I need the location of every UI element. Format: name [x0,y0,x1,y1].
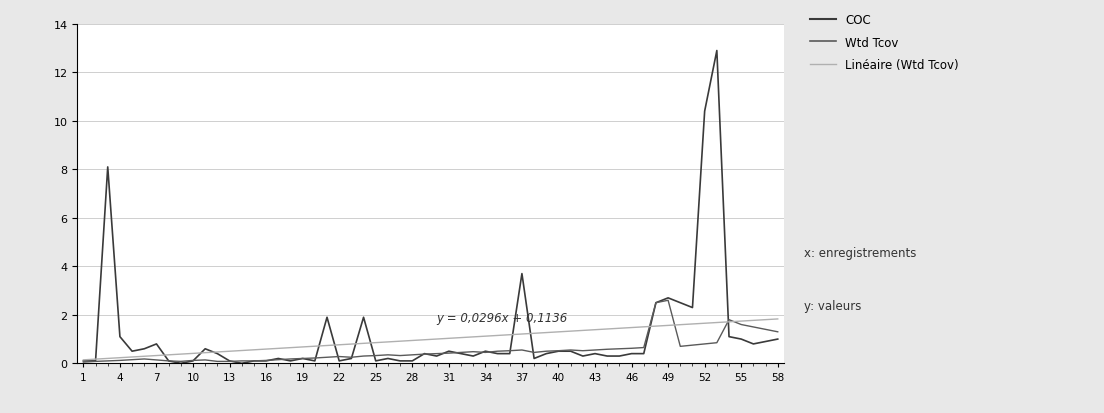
Text: x: enregistrements: x: enregistrements [804,246,916,259]
Legend: COC, Wtd Tcov, Linéaire (Wtd Tcov): COC, Wtd Tcov, Linéaire (Wtd Tcov) [809,14,958,72]
Text: y = 0,0296x + 0,1136: y = 0,0296x + 0,1136 [437,311,567,324]
Text: y: valeurs: y: valeurs [804,300,861,313]
